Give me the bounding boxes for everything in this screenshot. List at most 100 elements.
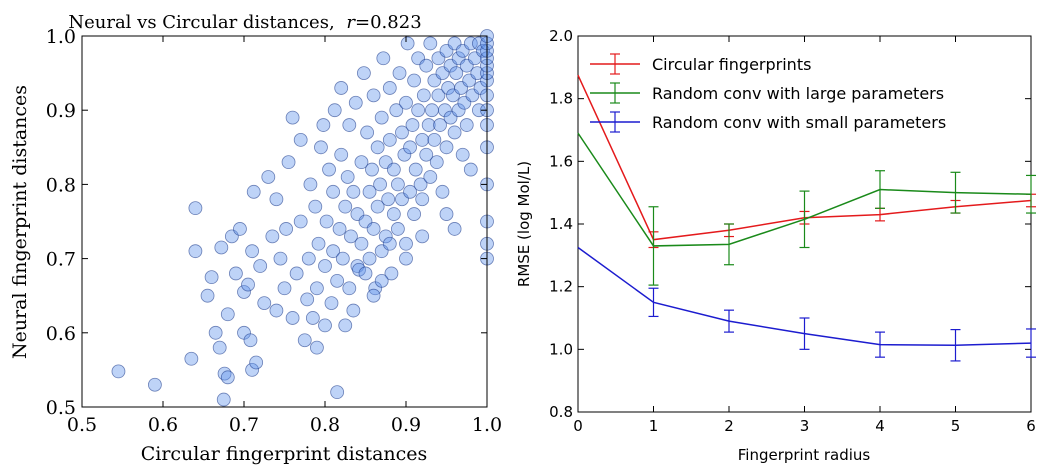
line-x-tick-label: 2 xyxy=(724,417,734,435)
scatter-point xyxy=(386,162,401,177)
scatter-point xyxy=(214,240,229,255)
scatter-point xyxy=(439,207,454,221)
scatter-point xyxy=(281,155,296,170)
scatter-point xyxy=(400,36,415,51)
scatter-point xyxy=(354,155,369,170)
scatter-point xyxy=(370,140,385,155)
scatter-y-tick-label: 0.9 xyxy=(46,100,76,122)
scatter-point xyxy=(399,95,413,110)
scatter-x-tick-label: 0.6 xyxy=(148,414,178,436)
scatter-point xyxy=(439,140,454,155)
line-y-tick-label: 0.8 xyxy=(549,403,573,421)
scatter-point xyxy=(188,244,203,259)
scatter-point xyxy=(416,88,431,103)
scatter-point xyxy=(301,251,316,266)
line-y-tick-label: 1.2 xyxy=(549,278,573,296)
scatter-point xyxy=(334,81,349,95)
scatter-point xyxy=(322,162,336,177)
scatter-title-text: Neural vs Circular distances, xyxy=(68,12,334,33)
scatter-point xyxy=(319,214,334,229)
line-y-tick-label: 1.6 xyxy=(549,152,573,170)
scatter-point xyxy=(245,362,260,377)
scatter-point xyxy=(392,66,407,80)
scatter-point xyxy=(415,229,430,244)
scatter-point xyxy=(338,318,353,333)
scatter-point xyxy=(382,132,397,147)
scatter-point xyxy=(309,281,324,296)
scatter-point xyxy=(366,222,381,236)
line-x-tick-label: 6 xyxy=(1026,417,1036,435)
legend-label: Random conv with large parameters xyxy=(652,84,944,103)
legend-swatch xyxy=(590,111,640,133)
scatter-point xyxy=(470,66,485,80)
scatter-point xyxy=(332,222,347,236)
line-y-tick-label: 1.4 xyxy=(549,215,573,233)
error-bar xyxy=(1026,328,1036,358)
scatter-point xyxy=(342,281,357,296)
scatter-point xyxy=(360,125,375,140)
error-bar xyxy=(950,328,961,362)
scatter-point xyxy=(370,199,385,214)
scatter-point xyxy=(415,132,430,147)
scatter-point xyxy=(449,66,464,80)
scatter-point xyxy=(285,110,300,125)
legend-label: Circular fingerprints xyxy=(652,55,811,74)
scatter-point xyxy=(220,307,235,322)
scatter-point xyxy=(318,259,332,273)
line-x-tick-label: 0 xyxy=(573,417,583,435)
scatter-point xyxy=(241,277,255,292)
scatter-point xyxy=(384,266,399,281)
scatter-point xyxy=(356,66,371,80)
scatter-point xyxy=(237,285,251,299)
scatter-point xyxy=(403,184,417,199)
scatter-point xyxy=(386,207,401,221)
scatter-point xyxy=(366,88,381,103)
scatter-point xyxy=(344,229,358,244)
scatter-point xyxy=(208,325,223,340)
scatter-title-stat-equals: = xyxy=(355,12,370,33)
scatter-point xyxy=(390,222,405,236)
error-bar xyxy=(799,317,810,350)
scatter-point xyxy=(316,118,331,132)
line-x-tick-label: 1 xyxy=(649,417,659,435)
line-chart: 0 1 2 3 4 5 6 0.8 1.0 1.2 1.4 1.6 1.8 2.0 Circular f… xyxy=(515,27,1036,464)
error-bar xyxy=(648,206,659,286)
scatter-point xyxy=(415,192,430,207)
line-x-tick-label: 3 xyxy=(800,417,810,435)
error-bar xyxy=(648,287,659,318)
scatter-point xyxy=(378,229,393,244)
scatter-point xyxy=(184,351,199,366)
scatter-point xyxy=(373,177,387,192)
scatter-y-tick-label: 0.7 xyxy=(46,249,76,271)
error-bar xyxy=(1026,174,1036,214)
scatter-point xyxy=(279,222,294,236)
scatter-plot-frame xyxy=(81,35,488,408)
scatter-point xyxy=(423,170,438,184)
scatter-point xyxy=(334,147,349,162)
scatter-point xyxy=(265,229,280,244)
scatter-point xyxy=(111,364,126,379)
scatter-point xyxy=(327,103,342,118)
scatter-point xyxy=(308,199,323,214)
scatter-point xyxy=(303,177,318,192)
scatter-x-tick-label: 0.9 xyxy=(391,414,421,436)
scatter-point xyxy=(366,288,381,303)
scatter-point xyxy=(216,392,231,407)
line-y-tick-label: 1.8 xyxy=(549,90,573,108)
scatter-point xyxy=(405,118,420,132)
scatter-point xyxy=(340,170,355,184)
scatter-point xyxy=(374,110,389,125)
line-x-tick-label: 5 xyxy=(951,417,961,435)
scatter-title-stat-symbol: r xyxy=(346,12,356,33)
scatter-point xyxy=(330,273,345,288)
scatter-point xyxy=(233,222,247,236)
error-bar xyxy=(724,309,734,333)
scatter-point xyxy=(326,184,341,199)
scatter-point xyxy=(429,155,444,170)
scatter-point xyxy=(476,43,490,58)
scatter-point xyxy=(362,251,377,266)
scatter-point xyxy=(346,303,361,318)
scatter-point xyxy=(354,236,369,251)
scatter-point xyxy=(403,140,417,155)
